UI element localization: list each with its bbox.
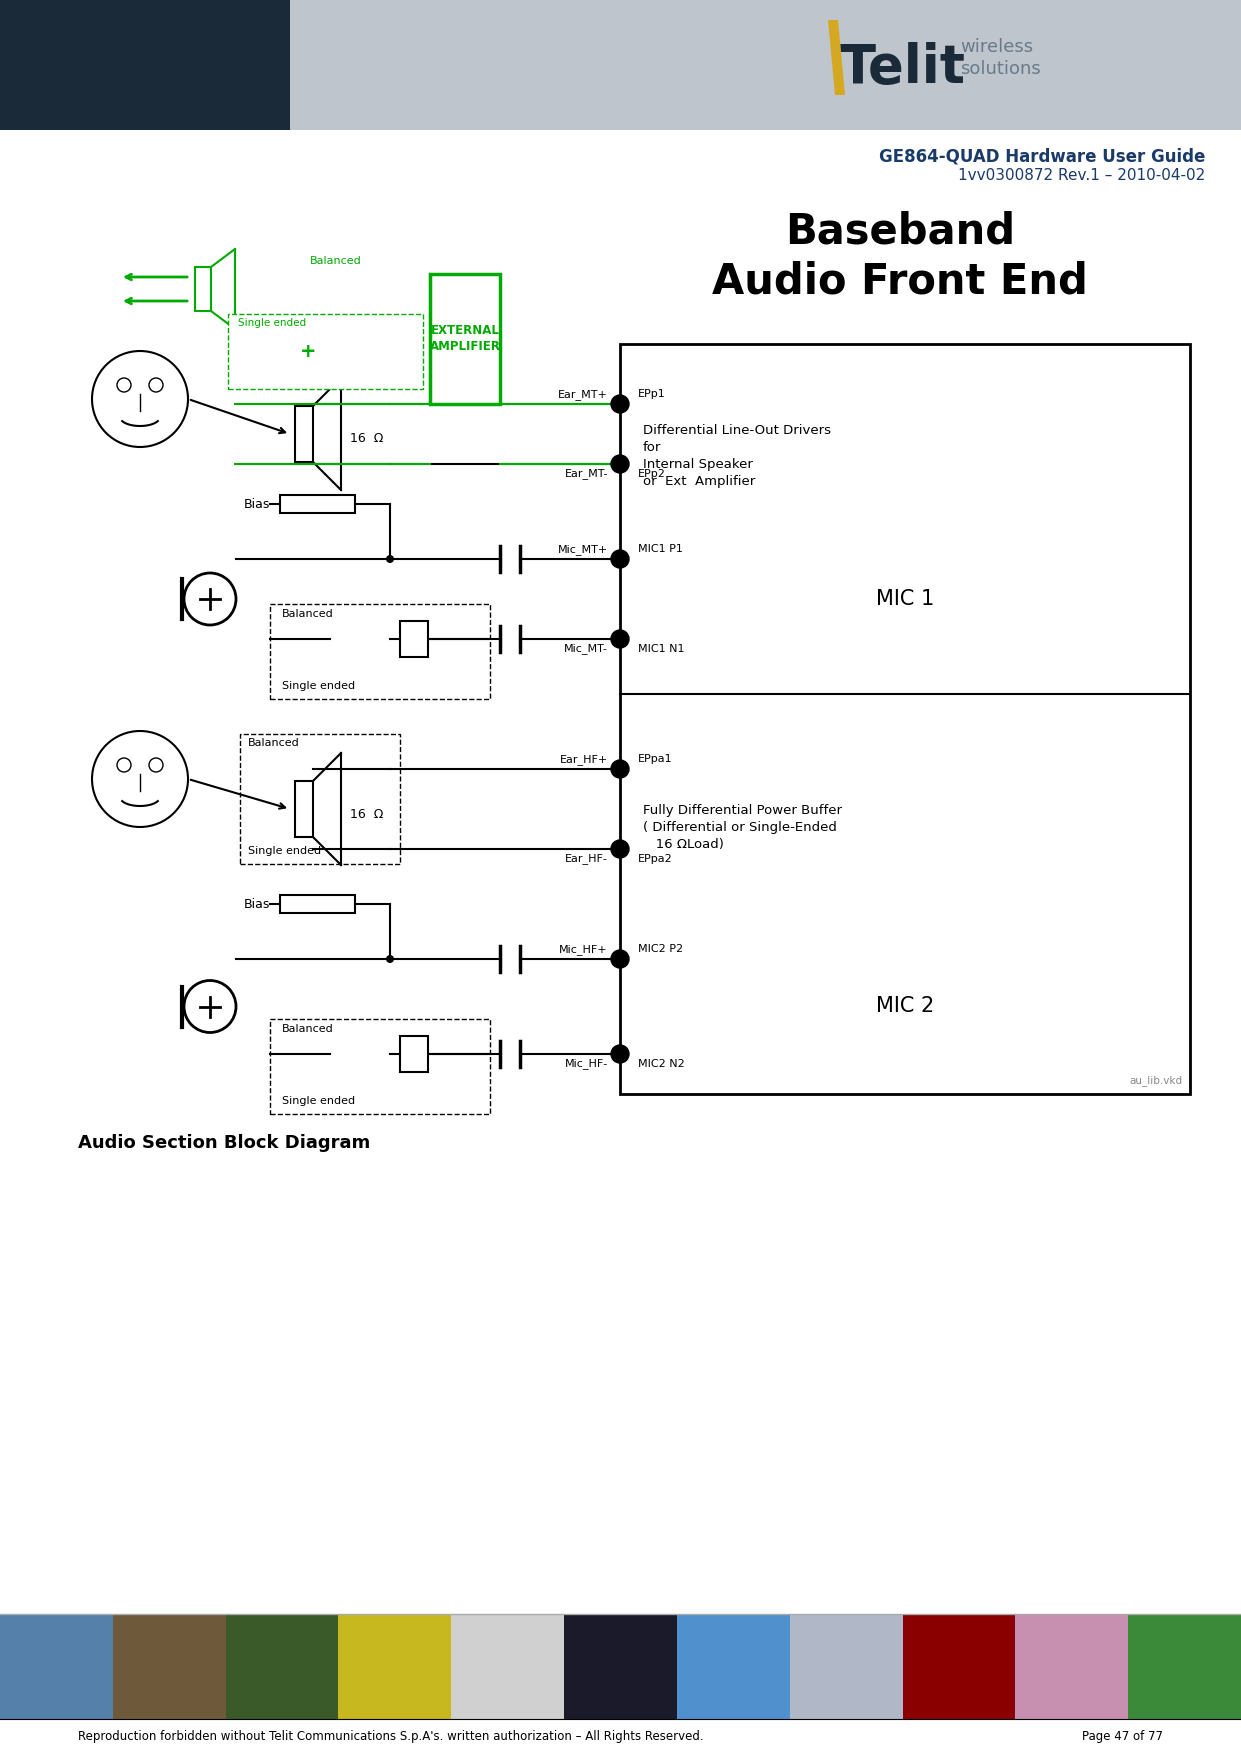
- Bar: [620, 344, 1190, 1094]
- Text: Bias: Bias: [243, 498, 271, 510]
- Bar: [902, 1614, 1016, 1719]
- Text: Single ended: Single ended: [248, 845, 321, 856]
- Circle shape: [92, 731, 187, 826]
- Circle shape: [117, 379, 132, 391]
- Circle shape: [611, 395, 629, 412]
- Text: Balanced: Balanced: [310, 256, 361, 267]
- Circle shape: [611, 551, 629, 568]
- Bar: [1015, 1614, 1129, 1719]
- Bar: [240, 733, 400, 865]
- Text: MIC1 N1: MIC1 N1: [638, 644, 685, 654]
- Bar: [280, 895, 355, 914]
- Bar: [400, 1037, 428, 1072]
- Bar: [228, 314, 423, 389]
- Text: Ear_MT+: Ear_MT+: [558, 389, 608, 400]
- Text: EPp2: EPp2: [638, 468, 666, 479]
- Circle shape: [149, 758, 163, 772]
- Bar: [295, 405, 313, 461]
- Text: MIC2 P2: MIC2 P2: [638, 944, 683, 954]
- Text: 16  Ω: 16 Ω: [350, 433, 383, 446]
- Text: MIC 1: MIC 1: [876, 589, 934, 609]
- Text: Bias: Bias: [243, 898, 271, 910]
- Text: Mic_MT-: Mic_MT-: [565, 644, 608, 654]
- Text: EPp1: EPp1: [638, 389, 665, 398]
- Text: wireless
solutions: wireless solutions: [961, 39, 1041, 79]
- Text: Single ended: Single ended: [282, 1096, 355, 1107]
- Text: Differential Line-Out Drivers
for
Internal Speaker
or  Ext  Amplifier: Differential Line-Out Drivers for Intern…: [643, 424, 831, 488]
- Circle shape: [611, 951, 629, 968]
- Circle shape: [386, 954, 393, 963]
- Text: Fully Differential Power Buffer
( Differential or Single-Ended
   16 ΩLoad): Fully Differential Power Buffer ( Differ…: [643, 803, 841, 851]
- Circle shape: [611, 1045, 629, 1063]
- Circle shape: [386, 554, 393, 563]
- Bar: [789, 1614, 903, 1719]
- Text: EPpa1: EPpa1: [638, 754, 673, 765]
- Bar: [271, 603, 490, 700]
- Circle shape: [611, 840, 629, 858]
- Circle shape: [184, 574, 236, 624]
- Text: Telit: Telit: [840, 42, 965, 95]
- Text: au_lib.vkd: au_lib.vkd: [1129, 1075, 1181, 1086]
- Text: +: +: [300, 342, 316, 361]
- Text: Single ended: Single ended: [282, 681, 355, 691]
- Text: MIC 2: MIC 2: [876, 996, 934, 1017]
- Polygon shape: [828, 19, 845, 95]
- Text: MIC2 N2: MIC2 N2: [638, 1059, 685, 1068]
- Text: Balanced: Balanced: [248, 738, 300, 747]
- Bar: [1128, 1614, 1241, 1719]
- Bar: [280, 495, 355, 512]
- Bar: [295, 781, 313, 837]
- Circle shape: [149, 379, 163, 391]
- Bar: [290, 0, 1241, 130]
- Circle shape: [611, 630, 629, 647]
- Text: Reproduction forbidden without Telit Communications S.p.A's. written authorizati: Reproduction forbidden without Telit Com…: [78, 1729, 704, 1743]
- Circle shape: [92, 351, 187, 447]
- Text: Ear_HF+: Ear_HF+: [560, 754, 608, 765]
- Text: GE864-QUAD Hardware User Guide: GE864-QUAD Hardware User Guide: [879, 147, 1205, 167]
- Bar: [565, 1614, 678, 1719]
- Text: Ear_HF-: Ear_HF-: [565, 852, 608, 865]
- Text: EXTERNAL
AMPLIFIER: EXTERNAL AMPLIFIER: [429, 324, 500, 354]
- Bar: [429, 274, 500, 403]
- Bar: [0, 0, 290, 130]
- Bar: [195, 267, 211, 310]
- Bar: [339, 1614, 452, 1719]
- Text: Balanced: Balanced: [282, 1024, 334, 1035]
- Bar: [676, 1614, 791, 1719]
- Bar: [271, 1019, 490, 1114]
- Text: Balanced: Balanced: [282, 609, 334, 619]
- Text: Single ended: Single ended: [238, 317, 307, 328]
- Text: 1vv0300872 Rev.1 – 2010-04-02: 1vv0300872 Rev.1 – 2010-04-02: [958, 168, 1205, 182]
- Circle shape: [611, 454, 629, 474]
- Text: Mic_HF+: Mic_HF+: [560, 944, 608, 954]
- Text: Ear_MT-: Ear_MT-: [565, 468, 608, 479]
- Circle shape: [611, 759, 629, 779]
- Bar: [113, 1614, 227, 1719]
- Bar: [0, 1614, 114, 1719]
- Text: Page 47 of 77: Page 47 of 77: [1082, 1729, 1163, 1743]
- Bar: [452, 1614, 565, 1719]
- Circle shape: [184, 980, 236, 1033]
- Text: Mic_MT+: Mic_MT+: [557, 544, 608, 554]
- Text: Baseband
Audio Front End: Baseband Audio Front End: [712, 210, 1088, 302]
- Text: 16  Ω: 16 Ω: [350, 807, 383, 821]
- Circle shape: [117, 758, 132, 772]
- Text: Audio Section Block Diagram: Audio Section Block Diagram: [78, 1135, 370, 1152]
- Text: MIC1 P1: MIC1 P1: [638, 544, 683, 554]
- Bar: [226, 1614, 340, 1719]
- Text: Mic_HF-: Mic_HF-: [565, 1058, 608, 1068]
- Bar: [400, 621, 428, 658]
- Text: EPpa2: EPpa2: [638, 854, 673, 865]
